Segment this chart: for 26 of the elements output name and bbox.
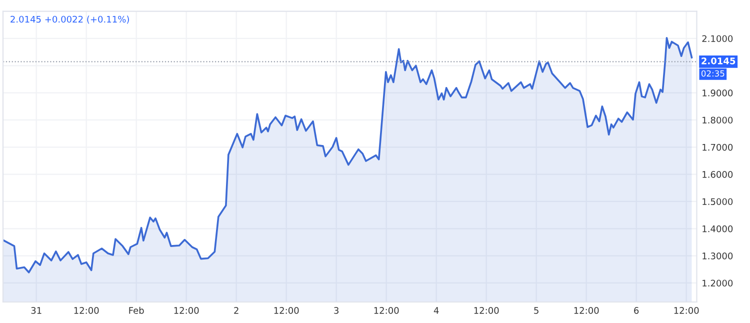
y-tick-label: 1.5000 <box>702 198 733 206</box>
x-tick-label: 2 <box>234 307 238 314</box>
x-tick-label: 3 <box>334 307 338 314</box>
text: 02:35 <box>701 70 724 77</box>
x-tick-label: 12:00 <box>174 307 199 314</box>
y-tick-label: 1.9000 <box>702 90 733 96</box>
x-tick-label: 12:00 <box>274 307 299 314</box>
x-tick-label: 6 <box>634 307 639 314</box>
x-tick-label: 4 <box>434 307 439 314</box>
y-tick-label: 1.4000 <box>702 225 733 232</box>
y-tick-label: 2.1000 <box>702 35 733 42</box>
x-tick-label: 31 <box>31 307 42 314</box>
y-tick-label: 1.6000 <box>702 171 733 178</box>
ref-line-label: 2.0145 <box>702 57 736 64</box>
x-tick-label: Feb <box>129 306 144 314</box>
y-tick-label: 1.3000 <box>702 252 733 260</box>
x-tick-label: 12:00 <box>74 307 99 314</box>
y-tick-label: 1.8000 <box>702 116 733 124</box>
x-tick-label: 12:00 <box>374 307 399 314</box>
x-tick-label: 12:00 <box>474 307 499 314</box>
x-tick-label: 12:00 <box>574 307 599 314</box>
x-tick-label: 5 <box>534 307 538 314</box>
chart-title: 2.0145 +0.0022 (+0.11%) <box>10 16 129 24</box>
y-tick-label: 1.2000 <box>702 280 733 287</box>
x-tick-label: 12:00 <box>674 307 699 314</box>
y-tick-label: 1.7000 <box>702 144 733 151</box>
